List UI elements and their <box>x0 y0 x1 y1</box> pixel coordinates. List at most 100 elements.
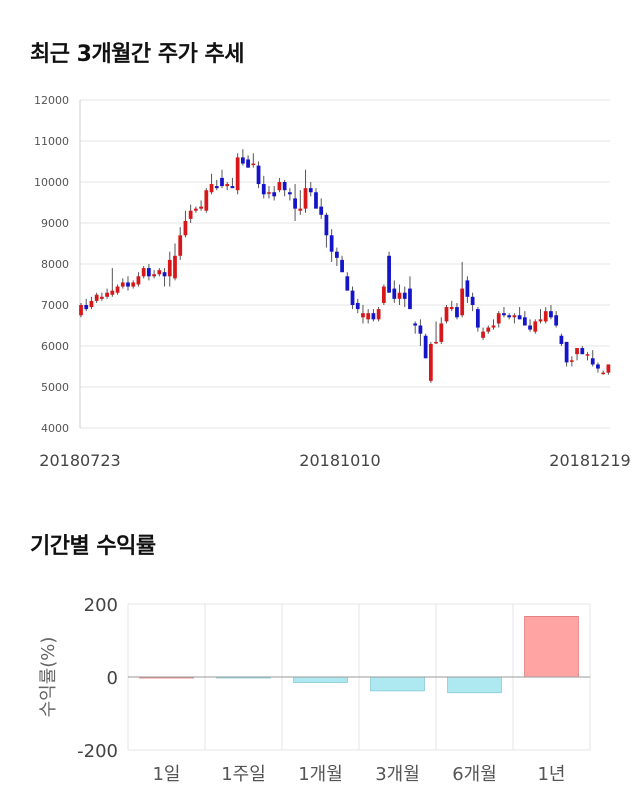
candle-body-down <box>470 296 475 305</box>
candle-body-up <box>496 313 501 324</box>
candle-body-down <box>590 358 595 365</box>
candle-body-down <box>387 255 391 293</box>
candle-body-up <box>105 292 109 297</box>
candle-body-up <box>115 286 120 293</box>
returns-category-label: 1개월 <box>298 764 343 785</box>
candle-body-up <box>439 323 444 342</box>
price-y-tick-label: 8000 <box>41 258 69 271</box>
candle-body-down <box>256 165 261 185</box>
candle-body-up <box>303 188 308 209</box>
candle-body-up <box>120 282 125 287</box>
candle-body-down <box>455 307 459 318</box>
candle-body-down <box>402 292 407 299</box>
return-bar <box>293 676 348 683</box>
candle-body-down <box>355 302 360 310</box>
price-x-tick-label: 20180723 <box>39 451 120 470</box>
candle-body-up <box>298 208 303 211</box>
return-bar <box>447 676 502 694</box>
candle-body-up <box>141 268 146 277</box>
price-gridlines <box>79 99 610 429</box>
candle-body-up <box>79 305 83 316</box>
candle-body-up <box>209 184 214 193</box>
candle-body-up <box>199 206 203 209</box>
candle-body-up <box>486 327 491 332</box>
returns-y-axis-title: 수익률(%) <box>38 637 59 718</box>
candle-body-down <box>314 192 318 209</box>
candle-body-up <box>601 372 606 375</box>
price-y-tick-label: 7000 <box>41 299 69 312</box>
price-y-tick-label: 6000 <box>41 340 69 353</box>
candle-body-down <box>319 206 324 215</box>
candle-body-up <box>434 341 438 344</box>
price-x-tick-label: 20181219 <box>549 451 630 470</box>
candle-body-down <box>230 186 235 189</box>
candle-body-up <box>110 290 115 295</box>
returns-category-label: 1일 <box>152 764 180 785</box>
candle-body-up <box>173 255 177 279</box>
candle-body-down <box>549 311 553 318</box>
candle-body-down <box>126 282 130 287</box>
candle-body-down <box>522 317 527 326</box>
candle-body-up <box>277 182 282 191</box>
candle-body-up <box>512 315 517 318</box>
candle-body-down <box>334 251 339 258</box>
candle-body-down <box>418 325 423 334</box>
candle-body-up <box>585 354 590 356</box>
candle-body-up <box>225 184 230 187</box>
price-y-tick-label: 12000 <box>34 94 69 107</box>
candle-body-down <box>350 290 355 305</box>
candle-body-down <box>564 341 569 363</box>
returns-category-labels: 1일 1주일 1개월 3개월 6개월 1년 <box>152 764 565 785</box>
price-y-tick-label: 5000 <box>41 381 69 394</box>
candle-body-down <box>465 280 470 297</box>
candle-body-up <box>131 282 136 287</box>
candle-body-down <box>371 313 376 320</box>
candle-body-up <box>167 259 172 277</box>
candle-body-down <box>84 305 89 310</box>
candle-body-down <box>413 323 418 326</box>
candle-body-up <box>538 319 543 322</box>
candle-body-up <box>152 274 156 277</box>
candle-body-down <box>345 276 350 291</box>
return-bar <box>370 676 425 692</box>
candle-body-down <box>240 157 245 164</box>
candle-body-up <box>606 364 611 373</box>
candle-body-up <box>481 331 485 338</box>
candle-body-down <box>423 335 428 359</box>
candle-body-down <box>287 192 292 195</box>
candle-body-down <box>554 315 559 326</box>
price-x-tick-label: 20181010 <box>299 451 380 470</box>
candle-body-up <box>381 286 386 303</box>
candle-body-down <box>517 315 522 320</box>
price-trend-title: 최근 3개월간 주가 추세 <box>30 42 244 67</box>
candle-body-up <box>100 296 104 299</box>
price-y-tick-label: 9000 <box>41 217 69 230</box>
candle-body-down <box>528 325 532 330</box>
candle-body-down <box>293 198 297 209</box>
candle-body-up <box>178 235 183 256</box>
candle-body-up <box>444 307 449 322</box>
candle-body-up <box>376 309 381 320</box>
candle-body-up <box>533 321 538 332</box>
price-x-tick-labels: 20180723 20181010 20181219 <box>39 451 630 470</box>
candle-body-down <box>308 188 313 193</box>
candle-body-down <box>282 182 287 191</box>
returns-y-tick-label: 200 <box>84 595 118 616</box>
returns-category-label: 1년 <box>537 764 565 785</box>
candle-body-up <box>460 288 465 316</box>
candle-body-down <box>392 288 397 299</box>
candle-body-up <box>491 325 496 328</box>
candle-body-down <box>214 186 219 189</box>
candle-body-down <box>329 235 334 252</box>
candle-body-down <box>246 159 250 168</box>
candle-body-down <box>261 184 266 195</box>
returns-y-tick-labels: 200 0 -200 <box>77 595 118 762</box>
price-candlestick-chart: 120001100010000900080007000600050004000 … <box>34 94 631 470</box>
candle-body-up <box>449 307 454 310</box>
candle-body-down <box>559 335 564 344</box>
price-y-tick-label: 4000 <box>41 422 69 435</box>
candle-body-up <box>94 294 99 301</box>
candle-body-down <box>502 313 506 316</box>
candle-body-up <box>204 190 209 211</box>
